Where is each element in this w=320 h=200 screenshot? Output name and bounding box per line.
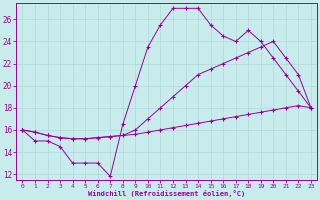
X-axis label: Windchill (Refroidissement éolien,°C): Windchill (Refroidissement éolien,°C) (88, 190, 245, 197)
